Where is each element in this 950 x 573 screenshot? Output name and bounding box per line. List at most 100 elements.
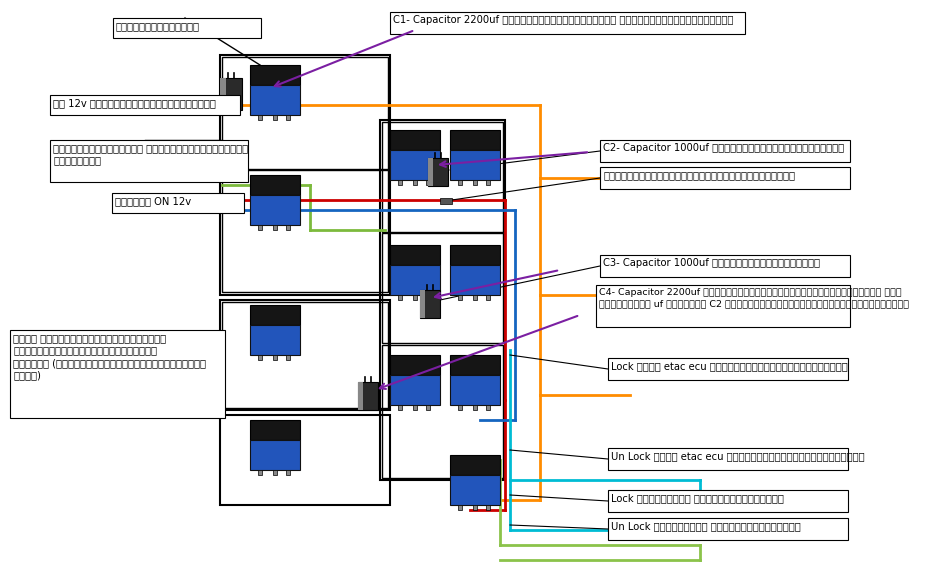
Text: สวิตช์ ON 12v: สวิตช์ ON 12v (115, 196, 191, 206)
Bar (420, 290, 440, 318)
Bar (220, 55, 390, 295)
Bar (390, 355, 440, 375)
Bar (250, 325, 300, 355)
Bar (413, 295, 417, 300)
Bar (398, 405, 402, 410)
Bar (258, 115, 262, 120)
Text: Un Lock ฝั่ง etac ecu ไฟที่ออกมาเป็นชั่วครั้ง: Un Lock ฝั่ง etac ecu ไฟที่ออกมาเป็นชั่ว… (611, 451, 864, 461)
Text: สายเช็คประตูแน่ ถ้าประตูแน่ระบบจะ
ไม่ทำงาน: สายเช็คประตูแน่ ถ้าประตูแน่ระบบจะ ไม่ทำง… (53, 143, 248, 166)
Bar (250, 305, 300, 325)
Bar (390, 375, 440, 405)
Bar (608, 518, 848, 540)
Bar (608, 448, 848, 470)
Bar (413, 180, 417, 185)
Bar (286, 355, 290, 360)
Bar (220, 300, 390, 410)
Bar (458, 295, 462, 300)
Bar (473, 295, 477, 300)
Bar (250, 65, 300, 85)
Bar (222, 302, 388, 408)
Bar (473, 180, 477, 185)
Bar (450, 245, 500, 265)
Bar (600, 167, 850, 189)
Bar (358, 382, 363, 410)
Text: C4- Capacitor 2200uf เพื่อตัดระบบเส้นทรัลสัดจากประตู และ
ต้องมีค่า uf มากกว่า C2: C4- Capacitor 2200uf เพื่อตัดระบบเส้นทรั… (599, 288, 909, 308)
Bar (390, 130, 440, 150)
Bar (458, 405, 462, 410)
Bar (450, 265, 500, 295)
Bar (596, 285, 850, 327)
Bar (50, 140, 248, 182)
Bar (473, 405, 477, 410)
Bar (390, 265, 440, 295)
Bar (286, 115, 290, 120)
Bar (450, 355, 500, 375)
Bar (600, 140, 850, 162)
Bar (608, 358, 848, 380)
Text: เบรก เส้นนี้จะจ่ายสัญญาณลบ
ตลอดเมื่อกเบรกจะทำการตัด
สัญญาณ (จากที่ผมใช้มิเตอร์วั: เบรก เส้นนี้จะจ่ายสัญญาณลบ ตลอดเมื่อกเบร… (13, 333, 206, 380)
Bar (273, 470, 277, 475)
Bar (113, 18, 261, 38)
Bar (250, 195, 300, 225)
Bar (428, 158, 448, 186)
Text: C3- Capacitor 1000uf หน่วงเวลาประตูแน่ม: C3- Capacitor 1000uf หน่วงเวลาประตูแน่ม (603, 258, 820, 268)
Bar (358, 382, 378, 410)
Bar (220, 78, 225, 110)
Bar (390, 245, 440, 265)
Bar (473, 505, 477, 510)
Text: ไดโอดป้องกันไม่ให้กระแสไฟไหลกลับ: ไดโอดป้องกันไม่ให้กระแสไฟไหลกลับ (603, 170, 795, 180)
Bar (250, 175, 300, 195)
Bar (382, 122, 503, 232)
Bar (458, 505, 462, 510)
Bar (273, 225, 277, 230)
Bar (426, 405, 429, 410)
Bar (222, 57, 388, 169)
Bar (222, 170, 388, 292)
Bar (426, 295, 429, 300)
Bar (450, 150, 500, 180)
Bar (458, 180, 462, 185)
Text: C2- Capacitor 1000uf ทำหน้าที่ดึงประตูประตู: C2- Capacitor 1000uf ทำหน้าที่ดึงประตูปร… (603, 143, 845, 153)
Bar (426, 180, 429, 185)
Bar (440, 198, 452, 204)
Bar (390, 150, 440, 180)
Bar (10, 330, 225, 418)
Bar (485, 180, 489, 185)
Text: กราวด์ลงตัวถัง: กราวด์ลงตัวถัง (116, 21, 200, 31)
Bar (258, 470, 262, 475)
Text: Lock ฝั่งประตู จ่ายไฟชั่วครั้ง: Lock ฝั่งประตู จ่ายไฟชั่วครั้ง (611, 493, 784, 503)
Bar (380, 120, 505, 480)
Text: Un Lock ฝั่งประตู จ่ายไฟชั่วครั้ง: Un Lock ฝั่งประตู จ่ายไฟชั่วครั้ง (611, 521, 801, 531)
Bar (600, 255, 850, 277)
Bar (220, 78, 242, 110)
Bar (258, 225, 262, 230)
Text: Lock ฝั่ง etac ecu ไฟที่ออกมาเป็นชั่วครั้ง: Lock ฝั่ง etac ecu ไฟที่ออกมาเป็นชั่วครั… (611, 361, 847, 371)
Bar (485, 405, 489, 410)
Bar (112, 193, 244, 213)
Bar (398, 295, 402, 300)
Bar (485, 295, 489, 300)
Bar (390, 12, 745, 34)
Bar (382, 345, 503, 478)
Text: C1- Capacitor 2200uf หรือมากกว่านี้ก็ได้ ใช้หน่วงไฟประตูแน่ม: C1- Capacitor 2200uf หรือมากกว่านี้ก็ได้… (393, 15, 733, 25)
Bar (286, 225, 290, 230)
Bar (258, 355, 262, 360)
Bar (485, 505, 489, 510)
Bar (220, 415, 390, 505)
Bar (420, 290, 425, 318)
Bar (413, 405, 417, 410)
Bar (273, 355, 277, 360)
Bar (273, 115, 277, 120)
Bar (250, 440, 300, 470)
Bar (250, 420, 300, 440)
Bar (608, 490, 848, 512)
Bar (450, 455, 500, 475)
Bar (398, 180, 402, 185)
Bar (450, 475, 500, 505)
Text: ไฟ 12v ที่มีการจ่ายกระแสตลอด: ไฟ 12v ที่มีการจ่ายกระแสตลอด (53, 98, 216, 108)
Bar (50, 95, 240, 115)
Bar (286, 470, 290, 475)
Bar (450, 375, 500, 405)
Bar (382, 233, 503, 343)
Bar (250, 85, 300, 115)
